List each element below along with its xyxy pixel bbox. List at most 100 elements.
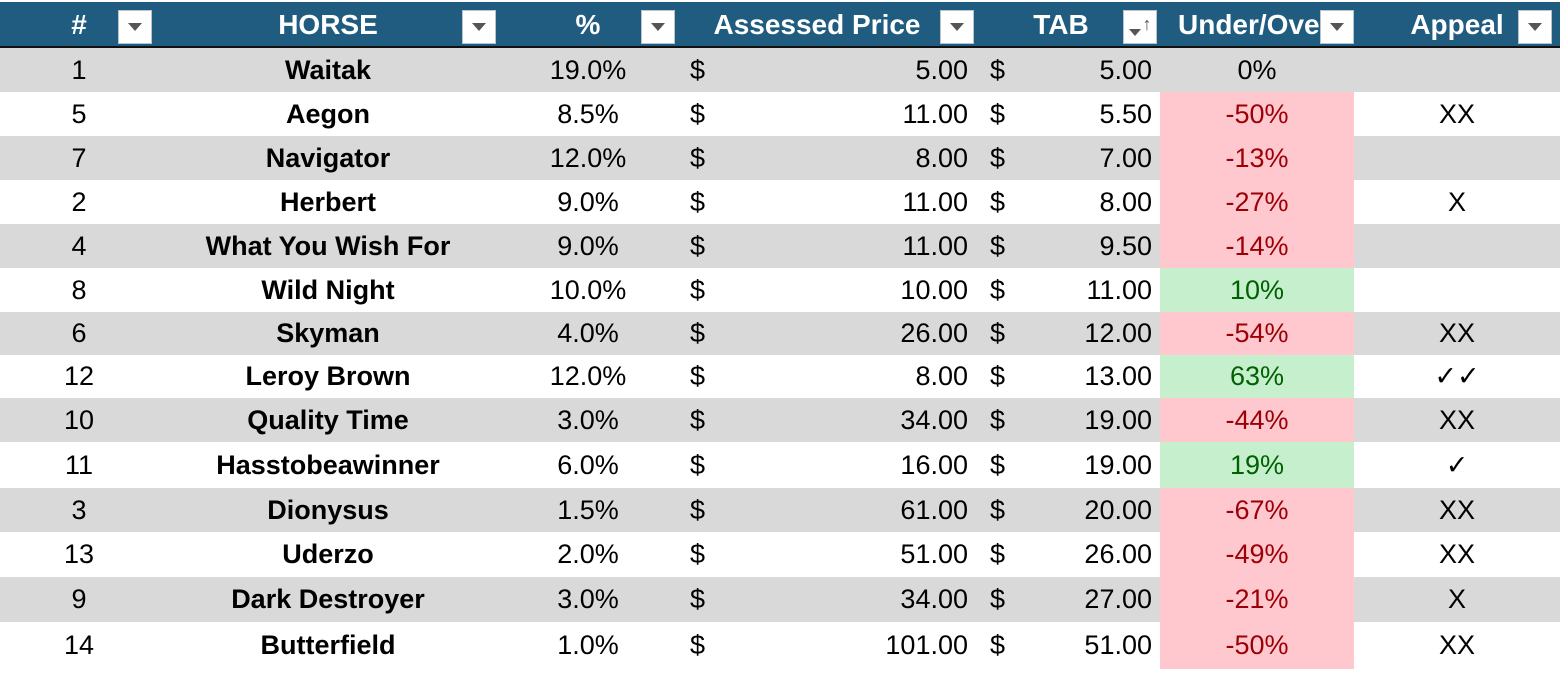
cell-under-over[interactable]: -54% (1160, 312, 1354, 355)
filter-dropdown-horse[interactable] (462, 10, 496, 44)
cell-pct[interactable]: 12.0% (549, 142, 627, 173)
cell-pct[interactable]: 3.0% (557, 404, 619, 435)
filter-dropdown-assessed-price[interactable] (940, 10, 974, 44)
cell-pct[interactable]: 10.0% (549, 274, 627, 305)
cell-horse[interactable]: Dionysus (267, 494, 389, 525)
cell-assessed-price[interactable]: 34.00 (900, 404, 968, 435)
filter-dropdown-num[interactable] (118, 10, 152, 44)
cell-horse[interactable]: What You Wish For (205, 230, 451, 261)
cell-tab[interactable]: 51.00 (1084, 630, 1152, 660)
table-row[interactable]: 9 Dark Destroyer 3.0% $34.00 $27.00 -21% X (0, 577, 1560, 622)
cell-currency-assessed[interactable]: $ (690, 630, 706, 660)
cell-tab[interactable]: 19.00 (1084, 404, 1152, 435)
cell-assessed-price[interactable]: 8.00 (915, 361, 968, 391)
cell-tab[interactable]: 26.00 (1084, 539, 1152, 569)
cell-tab[interactable]: 7.00 (1099, 142, 1152, 173)
cell-pct[interactable]: 8.5% (557, 98, 619, 129)
cell-appeal[interactable] (1354, 48, 1560, 92)
cell-currency-tab[interactable]: $ (990, 54, 1006, 85)
cell-under-over[interactable]: -50% (1160, 92, 1354, 136)
cell-num[interactable]: 7 (71, 142, 87, 173)
cell-currency-tab[interactable]: $ (990, 449, 1006, 480)
cell-assessed-price[interactable]: 34.00 (900, 584, 968, 614)
cell-appeal[interactable]: XX (1438, 494, 1476, 525)
cell-appeal[interactable]: XX (1438, 404, 1476, 435)
cell-currency-tab[interactable]: $ (990, 98, 1006, 129)
cell-num[interactable]: 14 (63, 630, 95, 660)
cell-horse[interactable]: Uderzo (282, 539, 374, 569)
cell-currency-tab[interactable]: $ (990, 274, 1006, 305)
cell-pct[interactable]: 9.0% (557, 186, 619, 217)
cell-horse[interactable]: Wild Night (261, 274, 395, 305)
cell-assessed-price[interactable]: 51.00 (900, 539, 968, 569)
cell-num[interactable]: 3 (71, 494, 87, 525)
cell-under-over[interactable]: 63% (1160, 355, 1354, 398)
cell-pct[interactable]: 4.0% (557, 318, 619, 348)
cell-pct[interactable]: 1.0% (557, 630, 619, 660)
cell-under-over[interactable]: -14% (1160, 224, 1354, 268)
filter-dropdown-pct[interactable] (641, 10, 675, 44)
cell-under-over[interactable]: -50% (1160, 622, 1354, 669)
cell-assessed-price[interactable]: 16.00 (900, 449, 968, 480)
cell-under-over[interactable]: 19% (1160, 442, 1354, 488)
cell-currency-assessed[interactable]: $ (690, 142, 706, 173)
cell-horse[interactable]: Leroy Brown (245, 361, 411, 391)
cell-under-over[interactable]: -27% (1160, 180, 1354, 224)
cell-pct[interactable]: 9.0% (557, 230, 619, 261)
cell-tab[interactable]: 8.00 (1099, 186, 1152, 217)
cell-currency-assessed[interactable]: $ (690, 186, 706, 217)
table-row[interactable]: 7 Navigator 12.0% $8.00 $7.00 -13% (0, 136, 1560, 180)
cell-assessed-price[interactable]: 61.00 (900, 494, 968, 525)
cell-num[interactable]: 12 (63, 361, 95, 391)
header-appeal[interactable]: Appeal (1354, 2, 1560, 48)
cell-pct[interactable]: 19.0% (549, 54, 627, 85)
header-pct[interactable]: % (498, 2, 678, 48)
cell-num[interactable]: 1 (71, 54, 87, 85)
cell-currency-assessed[interactable]: $ (690, 361, 706, 391)
cell-under-over[interactable]: -21% (1160, 577, 1354, 622)
cell-pct[interactable]: 2.0% (557, 539, 619, 569)
cell-appeal[interactable]: X (1447, 584, 1466, 614)
filter-dropdown-under-over[interactable] (1320, 10, 1354, 44)
cell-appeal[interactable]: XX (1438, 318, 1476, 348)
cell-assessed-price[interactable]: 101.00 (885, 630, 968, 660)
cell-assessed-price[interactable]: 11.00 (902, 230, 968, 261)
cell-tab[interactable]: 27.00 (1084, 584, 1152, 614)
cell-currency-assessed[interactable]: $ (690, 54, 706, 85)
cell-horse[interactable]: Butterfield (260, 630, 396, 660)
cell-num[interactable]: 9 (71, 584, 87, 614)
cell-currency-tab[interactable]: $ (990, 361, 1006, 391)
cell-currency-tab[interactable]: $ (990, 404, 1006, 435)
cell-currency-assessed[interactable]: $ (690, 404, 706, 435)
cell-under-over[interactable]: -49% (1160, 532, 1354, 577)
cell-assessed-price[interactable]: 11.00 (902, 186, 968, 217)
cell-num[interactable]: 6 (71, 318, 87, 348)
cell-currency-assessed[interactable]: $ (690, 449, 706, 480)
cell-assessed-price[interactable]: 26.00 (900, 318, 968, 348)
table-row[interactable]: 10 Quality Time 3.0% $34.00 $19.00 -44% XX (0, 398, 1560, 442)
cell-tab[interactable]: 11.00 (1086, 274, 1152, 305)
table-row[interactable]: 4 What You Wish For 9.0% $11.00 $9.50 -14% (0, 224, 1560, 268)
header-tab[interactable]: TAB (978, 2, 1158, 48)
cell-currency-tab[interactable]: $ (990, 539, 1006, 569)
cell-currency-assessed[interactable]: $ (690, 539, 706, 569)
cell-assessed-price[interactable]: 8.00 (915, 142, 968, 173)
header-horse[interactable]: HORSE (158, 2, 498, 48)
table-row[interactable]: 14 Butterfield 1.0% $101.00 $51.00 -50% XX (0, 622, 1560, 669)
table-row[interactable]: 5 Aegon 8.5% $11.00 $5.50 -50% XX (0, 92, 1560, 136)
cell-num[interactable]: 4 (71, 230, 87, 261)
cell-tab[interactable]: 12.00 (1084, 318, 1152, 348)
cell-currency-tab[interactable]: $ (990, 142, 1006, 173)
cell-appeal[interactable]: XX (1438, 630, 1476, 660)
cell-appeal[interactable]: ✓ (1445, 449, 1469, 480)
cell-under-over[interactable]: 0% (1237, 54, 1277, 85)
filter-dropdown-appeal[interactable] (1518, 10, 1552, 44)
cell-currency-tab[interactable]: $ (990, 230, 1006, 261)
header-under-over[interactable]: Under/Ove (1160, 2, 1320, 48)
cell-horse[interactable]: Dark Destroyer (231, 584, 425, 614)
cell-horse[interactable]: Skyman (276, 318, 380, 348)
cell-tab[interactable]: 5.00 (1099, 54, 1152, 85)
cell-horse[interactable]: Aegon (286, 98, 370, 129)
cell-under-over[interactable]: -44% (1160, 398, 1354, 442)
cell-num[interactable]: 5 (71, 98, 87, 129)
